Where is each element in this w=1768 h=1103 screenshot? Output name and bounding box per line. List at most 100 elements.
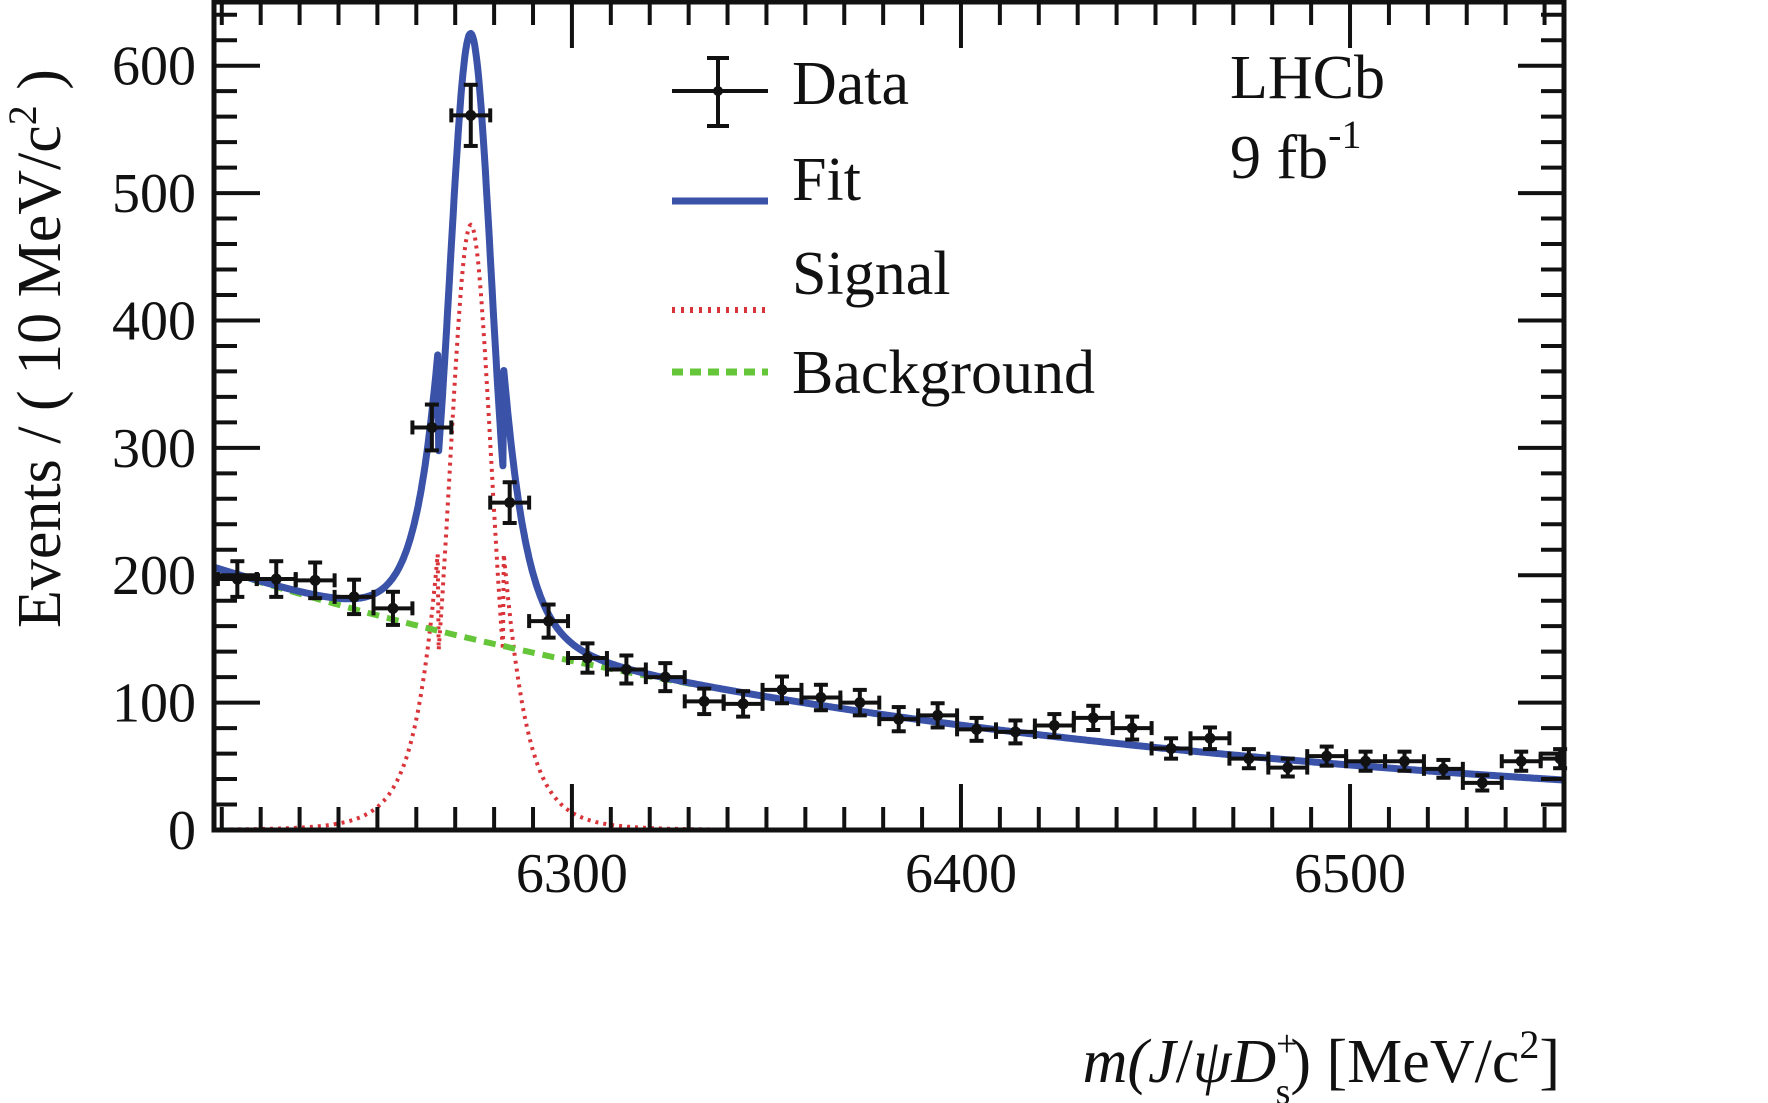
data-marker (1009, 726, 1021, 738)
data-point (993, 718, 1037, 746)
data-marker (776, 684, 788, 696)
data-marker (737, 698, 749, 710)
y-tick-label: 500 (112, 163, 196, 225)
data-marker (932, 709, 944, 721)
x-axis-title-close: ] (1539, 1028, 1560, 1096)
data-point (371, 589, 415, 627)
data-marker (270, 573, 282, 585)
data-point (1421, 757, 1465, 780)
x-axis-title-sub: s (1276, 1071, 1291, 1103)
legend-errorbar-icon (672, 56, 768, 128)
x-axis-title-exp: 2 (1519, 1022, 1539, 1067)
data-point (332, 577, 376, 617)
data-point (877, 705, 921, 734)
background-curve (214, 564, 1564, 783)
data-point (1149, 736, 1193, 761)
data-marker (581, 652, 593, 664)
data-marker (1048, 720, 1060, 732)
data-marker (1476, 777, 1488, 789)
legend-label-data: Data (792, 50, 909, 118)
y-axis-title: Events / ( 10 MeV/c2 ) (0, 69, 74, 628)
data-point (604, 653, 648, 686)
legend-label-fit: Fit (792, 146, 861, 214)
data-point (721, 689, 765, 719)
plot-frame (211, 0, 1567, 833)
data-marker (971, 723, 983, 735)
luminosity-value: 9 fb (1230, 124, 1328, 192)
y-axis-title-close: ) (6, 69, 74, 105)
data-marker (893, 713, 905, 725)
y-axis-title-exp: 2 (0, 105, 45, 125)
data-marker (1243, 753, 1255, 765)
y-tick-label: 400 (112, 290, 196, 352)
data-marker (504, 497, 516, 509)
data-point (1071, 703, 1115, 733)
legend-label-background: Background (792, 339, 1095, 407)
data-point (1110, 714, 1154, 742)
data-marker (659, 671, 671, 683)
data-point (1227, 747, 1271, 771)
data-point (643, 661, 687, 694)
curves-layer (214, 30, 1564, 830)
data-marker (1360, 755, 1372, 767)
data-point (838, 687, 882, 718)
legend-entry-background: Background (672, 339, 1095, 407)
fit-curve (214, 30, 1564, 784)
data-point (449, 82, 493, 148)
data-marker (1204, 732, 1216, 744)
x-axis-title-m: m( (1083, 1028, 1152, 1096)
luminosity-label: 9 fb-1 (1230, 112, 1361, 192)
data-point (1344, 749, 1388, 773)
data-marker (1398, 755, 1410, 767)
data-marker (465, 109, 477, 121)
axes-layer (211, 0, 1567, 833)
y-tick-label: 300 (112, 418, 196, 480)
data-marker (698, 695, 710, 707)
x-tick-labels: 6300 6400 6500 (516, 843, 1406, 905)
x-axis-title-units: ) [MeV/c (1290, 1028, 1519, 1096)
data-marker (309, 574, 321, 586)
data-point (955, 715, 998, 743)
y-axis-title-main: Events / ( 10 MeV/c (6, 125, 74, 628)
x-axis-title-sup: + (1276, 1023, 1297, 1065)
data-marker (1437, 763, 1449, 775)
x-tick-label: 6300 (516, 843, 628, 905)
y-tick-label: 100 (112, 673, 196, 735)
data-marker (1126, 722, 1138, 734)
data-marker (348, 591, 360, 603)
x-axis-title-psi: ψ (1193, 1028, 1233, 1096)
data-marker (387, 602, 399, 614)
signal-curve (214, 222, 1564, 830)
y-tick-label: 600 (112, 36, 196, 98)
legend: Data Fit Signal Background (672, 50, 1095, 407)
y-tick-labels: 0 100 200 300 400 500 600 (112, 36, 196, 862)
data-marker (1321, 750, 1333, 762)
y-tick-label: 200 (112, 545, 196, 607)
luminosity-exp: -1 (1328, 112, 1361, 157)
legend-entry-signal: Signal (672, 240, 950, 313)
data-marker (1087, 712, 1099, 724)
legend-entry-data: Data (672, 50, 909, 128)
data-point (488, 480, 532, 526)
data-marker (1282, 762, 1294, 774)
data-point (1188, 725, 1232, 752)
data-marker (543, 615, 555, 627)
data-point (410, 402, 454, 453)
data-marker (620, 663, 632, 675)
x-axis-title-slash: / (1176, 1028, 1194, 1096)
data-point (293, 560, 337, 601)
y-tick-label: 0 (168, 800, 196, 862)
experiment-label: LHCb (1230, 44, 1385, 112)
data-point (1266, 756, 1310, 779)
data-point (1305, 744, 1349, 768)
data-marker (1165, 742, 1177, 754)
x-tick-label: 6500 (1294, 843, 1406, 905)
data-marker (854, 697, 866, 709)
x-axis-title-d: D (1230, 1028, 1276, 1096)
data-point (1499, 749, 1543, 773)
data-points-layer (215, 82, 1568, 793)
data-point (527, 602, 571, 640)
data-point (916, 701, 960, 730)
legend-label-signal: Signal (792, 240, 950, 308)
